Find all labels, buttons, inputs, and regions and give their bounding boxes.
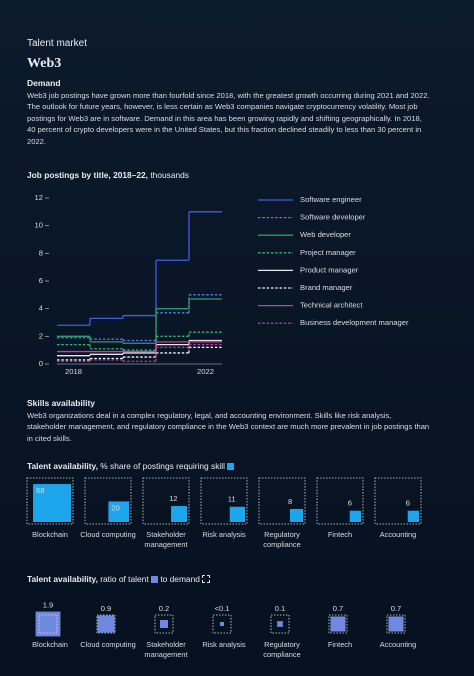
- square: [330, 616, 346, 632]
- category-label: Stakeholder management: [144, 530, 188, 549]
- y-tick-label: 2: [39, 331, 43, 340]
- kicker: Talent market: [27, 38, 88, 49]
- category-label: Stakeholder management: [144, 640, 188, 659]
- square: [219, 621, 225, 627]
- subtitle: % share of postings requiring skill: [100, 461, 225, 471]
- title: Talent availability,: [27, 574, 98, 584]
- chart-title: Talent availability, ratio of talent to …: [27, 574, 211, 584]
- subtitle: to demand: [160, 574, 200, 584]
- frame: [316, 477, 364, 525]
- square: [349, 510, 361, 522]
- legend-swatch: [150, 576, 158, 583]
- square: [388, 616, 404, 632]
- chart-title: Job postings by title, 2018–22, thousand…: [27, 170, 189, 180]
- value-label: 20: [111, 503, 119, 512]
- frame: [374, 477, 422, 525]
- legend-label: Software developer: [300, 213, 366, 222]
- paragraph: Web3 organizations deal in a complex reg…: [27, 411, 430, 443]
- value-label: 68: [36, 486, 44, 495]
- frame: [200, 477, 248, 525]
- category-label: Regulatory compliance: [263, 640, 301, 659]
- section-heading: Skills availability: [27, 398, 96, 408]
- demand-frame: [212, 614, 232, 634]
- title: Talent availability,: [27, 461, 98, 471]
- legend-swatch: [202, 575, 211, 583]
- frame: [258, 477, 306, 525]
- square: [229, 506, 245, 522]
- x-tick-label: 2022: [197, 367, 214, 376]
- value-label: 6: [348, 499, 352, 508]
- y-tick-label: 12: [35, 193, 43, 202]
- legend-swatch: [227, 463, 235, 470]
- legend-label: Brand manager: [300, 283, 353, 292]
- value-label: 6: [406, 499, 410, 508]
- value-label: 0.7: [391, 604, 402, 613]
- chart-title: Talent availability, % share of postings…: [27, 461, 235, 471]
- value-label: 11: [228, 495, 236, 504]
- category-label: Accounting: [379, 530, 417, 539]
- y-tick-label: 6: [39, 276, 43, 285]
- category-label: Accounting: [379, 640, 417, 649]
- category-label: Risk analysis: [202, 530, 246, 539]
- category-label: Fintech: [327, 530, 353, 539]
- title: Job postings by title, 2018–22,: [27, 170, 149, 180]
- legend-label: Software engineer: [300, 195, 362, 204]
- demand-frame: [96, 614, 116, 634]
- category-label: Blockchain: [32, 530, 68, 539]
- y-tick-label: 10: [35, 221, 43, 230]
- paragraph: Web3 job postings have grown more than f…: [27, 91, 430, 146]
- square: [171, 506, 187, 522]
- legend-label: Business development manager: [300, 318, 409, 327]
- y-tick-label: 4: [39, 304, 43, 313]
- demand-frame: [270, 614, 290, 634]
- square: [159, 619, 169, 629]
- subtitle: ratio of talent: [100, 574, 149, 584]
- value-label: <0.1: [215, 604, 230, 613]
- demand-frame: [38, 614, 58, 634]
- category-label: Risk analysis: [202, 640, 246, 649]
- square: [33, 484, 71, 522]
- value-label: 0.9: [101, 604, 112, 613]
- demand-frame: [328, 614, 348, 634]
- value-label: 0.2: [159, 604, 170, 613]
- section-heading: Demand: [27, 78, 61, 88]
- square: [108, 501, 129, 522]
- category-label: Blockchain: [32, 640, 68, 649]
- subtitle: thousands: [150, 170, 189, 180]
- category-label: Fintech: [327, 640, 353, 649]
- value-label: 0.7: [333, 604, 344, 613]
- demand-frame: [154, 614, 174, 634]
- legend-label: Project manager: [300, 248, 356, 257]
- page-title: Web3: [27, 56, 62, 71]
- value-label: 0.1: [275, 604, 286, 613]
- value-label: 8: [288, 497, 292, 506]
- frame: [26, 477, 74, 525]
- category-label: Cloud computing: [80, 530, 136, 539]
- demand-frame: [386, 614, 406, 634]
- legend-label: Technical architect: [300, 301, 363, 310]
- square: [289, 508, 303, 522]
- legend-label: Web developer: [300, 230, 351, 239]
- x-tick-label: 2018: [65, 367, 82, 376]
- square: [407, 510, 419, 522]
- frame: [142, 477, 190, 525]
- square: [97, 615, 115, 633]
- category-label: Regulatory compliance: [263, 530, 301, 549]
- value-label: 12: [169, 494, 177, 503]
- legend-label: Product manager: [300, 265, 359, 274]
- y-tick-label: 0: [39, 359, 43, 368]
- square: [35, 611, 61, 637]
- category-label: Cloud computing: [80, 640, 136, 649]
- value-label: 1.9: [43, 601, 54, 610]
- square: [277, 621, 283, 627]
- y-tick-label: 8: [39, 248, 43, 257]
- frame: [84, 477, 132, 525]
